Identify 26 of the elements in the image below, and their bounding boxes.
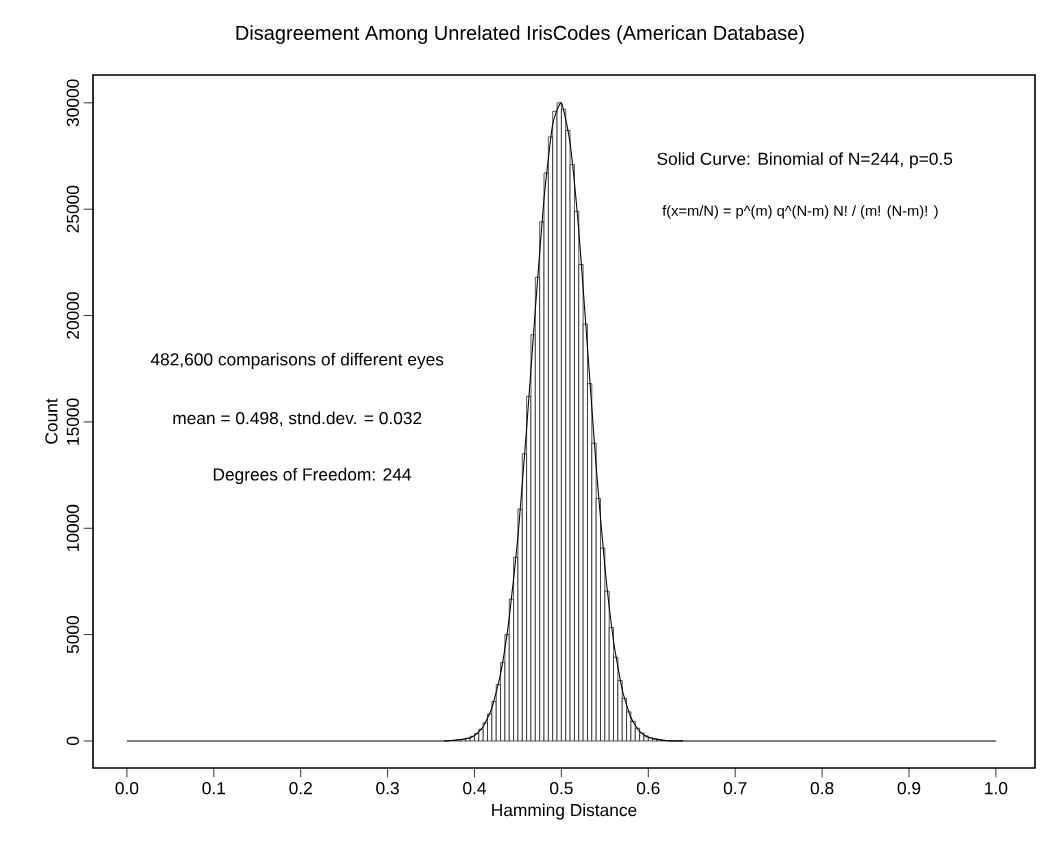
y-tick-label: 30000 (66, 79, 79, 127)
x-tick-label: 1.0 (985, 782, 1008, 795)
y-tick-label: 10000 (66, 504, 79, 552)
chart-title: Disagreement Among Unrelated IrisCodes (American Database) (236, 25, 804, 44)
x-axis-title: Hamming Distance (492, 803, 637, 820)
x-tick-label: 0.1 (202, 782, 226, 795)
x-tick-label: 0.3 (376, 782, 399, 795)
annotation: f(x=m/N) = p^(m) q^(N-m) N! / (m! (N-m)! ) (662, 205, 938, 219)
x-tick-label: 0.0 (115, 782, 139, 795)
annotation: 482,600 comparisons of different eyes (150, 352, 444, 369)
annotation: Degrees of Freedom: 244 (213, 467, 412, 485)
x-tick-label: 0.8 (810, 782, 834, 795)
x-tick-label: 0.9 (897, 782, 921, 795)
x-tick-label: 0.7 (723, 782, 747, 795)
x-tick-label: 0.5 (550, 782, 573, 795)
annotation: mean = 0.498, stnd.dev. = 0.032 (173, 411, 422, 427)
x-tick-label: 0.2 (289, 782, 312, 795)
annotation: Solid Curve: Binomial of N=244, p=0.5 (657, 152, 953, 169)
x-tick-label: 0.6 (636, 782, 660, 795)
y-tick-label: 25000 (66, 185, 79, 233)
y-tick-label: 15000 (66, 398, 79, 445)
y-tick-label: 5000 (66, 616, 79, 654)
y-tick-label: 0 (66, 736, 79, 746)
x-tick-label: 0.4 (463, 782, 487, 795)
y-tick-label: 20000 (66, 292, 79, 339)
y-axis-title: Count (45, 398, 58, 444)
